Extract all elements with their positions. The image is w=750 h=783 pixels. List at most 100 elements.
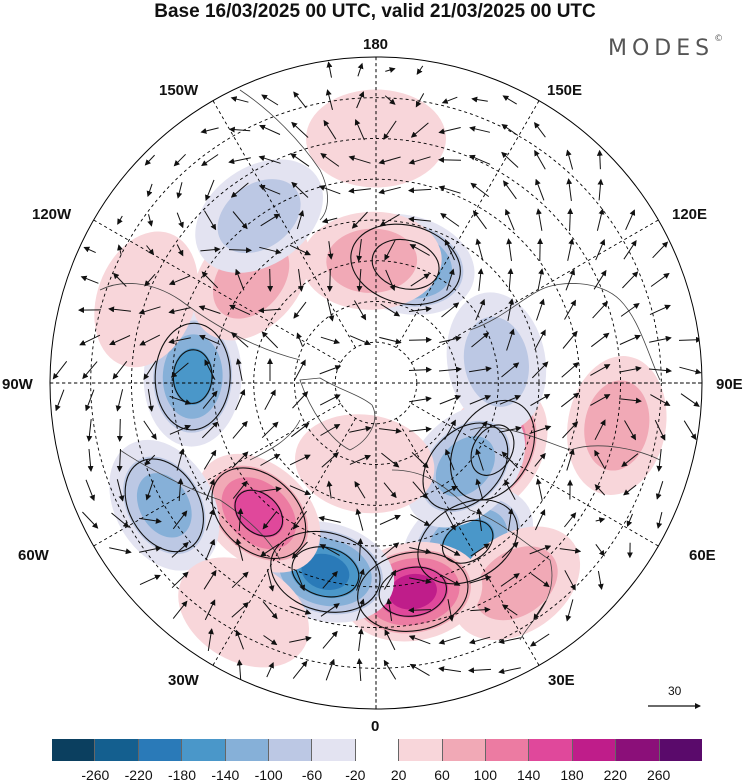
wind-vector-arrow — [565, 599, 574, 622]
wind-vector-arrow — [176, 182, 183, 199]
wind-vector-arrow — [595, 238, 606, 261]
wind-vector-arrow — [356, 91, 365, 109]
wind-vector-arrow — [444, 448, 455, 471]
wind-vector-arrow — [507, 508, 514, 531]
wind-vector-arrow — [235, 268, 245, 291]
wind-vector-arrow — [200, 127, 219, 134]
wind-vector-arrow — [204, 599, 216, 621]
wind-vector-arrow — [441, 96, 458, 104]
wind-vector-arrow — [322, 630, 338, 649]
wind-vector-arrow — [326, 480, 333, 499]
anomaly-contour — [350, 223, 461, 306]
wind-vector-arrow — [560, 392, 580, 408]
wind-vector-arrow — [109, 547, 132, 555]
wind-vector-arrow — [442, 485, 458, 495]
wind-vector-arrow — [353, 300, 367, 321]
wind-vector-arrow — [472, 420, 488, 439]
wind-vector-arrow — [475, 238, 484, 261]
colorbar-segment — [355, 739, 400, 761]
wind-vector-arrow — [205, 179, 215, 202]
wind-vector-arrow — [504, 208, 515, 231]
colorbar-tick-label: 100 — [473, 767, 498, 783]
wind-vector-arrow — [80, 275, 99, 284]
wind-vector-arrow — [471, 332, 490, 348]
wind-vector-arrow — [319, 365, 342, 375]
wind-vector-arrow — [536, 208, 543, 231]
wind-vector-arrow — [501, 362, 520, 378]
wind-vector-arrow — [289, 605, 312, 615]
wind-vector-arrow — [176, 448, 185, 471]
colorbar-segment — [138, 739, 183, 761]
colorbar-segment — [225, 739, 270, 761]
wind-vector-arrow — [501, 604, 518, 616]
wind-vector-arrow — [533, 600, 547, 621]
wind-vector-arrow — [294, 359, 306, 380]
wind-vector-arrow — [416, 65, 424, 75]
wind-vector-arrow — [624, 420, 637, 441]
wind-vector-arrow — [232, 211, 248, 230]
wind-vector-arrow — [656, 511, 663, 529]
wind-vector-arrow — [111, 512, 130, 528]
wind-vector-arrow — [201, 154, 219, 167]
wind-vector-arrow — [356, 598, 365, 621]
wind-vector-arrow — [261, 94, 279, 106]
wind-vector-arrow — [439, 395, 462, 405]
lon-label-60e: 60E — [689, 547, 716, 564]
wind-vector-arrow — [380, 303, 401, 317]
wind-vector-arrow — [232, 420, 248, 439]
wind-vector-arrow — [469, 125, 491, 133]
wind-vector-arrow — [290, 153, 310, 167]
wind-vector-arrow — [231, 571, 249, 589]
wind-vector-arrow — [410, 514, 431, 527]
wind-vector-arrow — [590, 364, 611, 376]
wind-vector-arrow — [475, 478, 484, 501]
wind-vector-arrow — [321, 452, 339, 468]
wind-vector-arrow — [356, 658, 363, 682]
wind-vector-arrow — [440, 544, 461, 556]
wind-vector-arrow — [408, 336, 432, 343]
wind-vector-arrow — [349, 335, 372, 346]
wind-vector-arrow — [228, 157, 251, 165]
wind-vector-arrow — [410, 273, 431, 287]
wind-vector-arrow — [415, 93, 425, 108]
colorbar-segment — [182, 739, 226, 761]
wind-vector-arrow — [319, 544, 340, 556]
wind-vector-arrow — [536, 298, 545, 321]
colorbar-segment — [95, 739, 139, 761]
wind-vector-arrow — [86, 419, 93, 442]
wind-vector-arrow — [264, 389, 276, 410]
wind-vector-arrow — [117, 244, 123, 255]
wind-vector-arrow — [648, 367, 672, 374]
wind-vector-arrow — [408, 635, 431, 645]
wind-vector-arrow — [203, 449, 217, 470]
wind-vector-arrow — [678, 336, 702, 343]
wind-vector-arrow — [259, 124, 281, 135]
wind-vector-arrow — [204, 359, 216, 381]
wind-vector-arrow — [409, 426, 432, 433]
wind-vector-arrow — [173, 153, 186, 167]
wind-vector-arrow — [649, 304, 671, 316]
colorbar-segment — [659, 739, 703, 761]
wind-vector-arrow — [354, 118, 365, 141]
wind-vector-arrow — [229, 304, 251, 316]
wind-vector-arrow — [113, 272, 127, 287]
wind-vector-arrow — [470, 182, 490, 198]
wind-vector-arrow — [531, 361, 549, 379]
wind-vectors — [52, 61, 702, 682]
wind-vector-arrow — [176, 212, 184, 229]
wind-vector-arrow — [176, 244, 184, 257]
wind-vector-arrow — [207, 628, 214, 651]
wind-vector-arrow — [230, 182, 249, 198]
wind-vector-arrow — [263, 635, 278, 646]
colorbar-segment — [486, 739, 530, 761]
wind-vector-arrow — [534, 149, 546, 170]
wind-vector-arrow — [139, 334, 161, 346]
wind-vector-arrow — [378, 186, 401, 195]
colorbar-tick-label: -100 — [254, 767, 283, 783]
wind-vector-arrow — [469, 366, 492, 373]
wind-vector-arrow — [594, 484, 606, 496]
wind-vector-arrow — [507, 268, 514, 292]
wind-vector-arrow — [291, 541, 308, 559]
lon-label-150w: 150W — [159, 82, 199, 99]
